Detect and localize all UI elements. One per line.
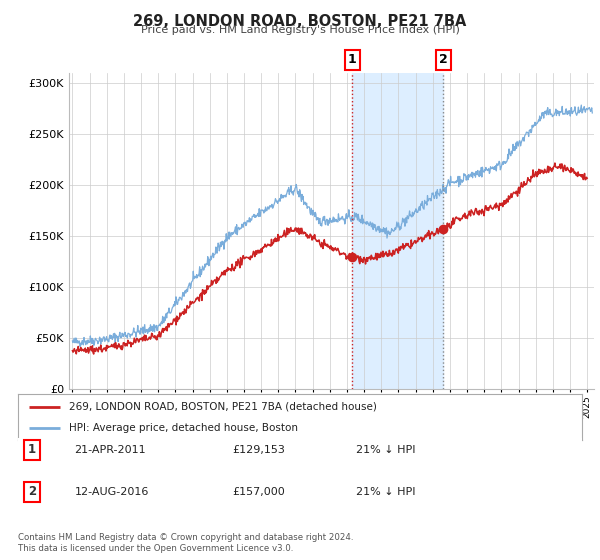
Text: 12-AUG-2016: 12-AUG-2016 [74, 487, 149, 497]
Text: 21% ↓ HPI: 21% ↓ HPI [356, 487, 416, 497]
Text: 1: 1 [348, 53, 356, 67]
Text: 2: 2 [439, 53, 448, 67]
Text: Contains HM Land Registry data © Crown copyright and database right 2024.: Contains HM Land Registry data © Crown c… [18, 533, 353, 542]
Text: £157,000: £157,000 [232, 487, 285, 497]
Text: Price paid vs. HM Land Registry's House Price Index (HPI): Price paid vs. HM Land Registry's House … [140, 25, 460, 35]
Text: 269, LONDON ROAD, BOSTON, PE21 7BA (detached house): 269, LONDON ROAD, BOSTON, PE21 7BA (deta… [69, 402, 377, 412]
Text: HPI: Average price, detached house, Boston: HPI: Average price, detached house, Bost… [69, 423, 298, 433]
Text: 2: 2 [28, 485, 36, 498]
Text: 269, LONDON ROAD, BOSTON, PE21 7BA: 269, LONDON ROAD, BOSTON, PE21 7BA [133, 14, 467, 29]
Text: 21% ↓ HPI: 21% ↓ HPI [356, 445, 416, 455]
Text: £129,153: £129,153 [232, 445, 285, 455]
Text: 21-APR-2011: 21-APR-2011 [74, 445, 146, 455]
Text: 1: 1 [28, 443, 36, 456]
Text: This data is licensed under the Open Government Licence v3.0.: This data is licensed under the Open Gov… [18, 544, 293, 553]
Bar [352, 73, 443, 389]
